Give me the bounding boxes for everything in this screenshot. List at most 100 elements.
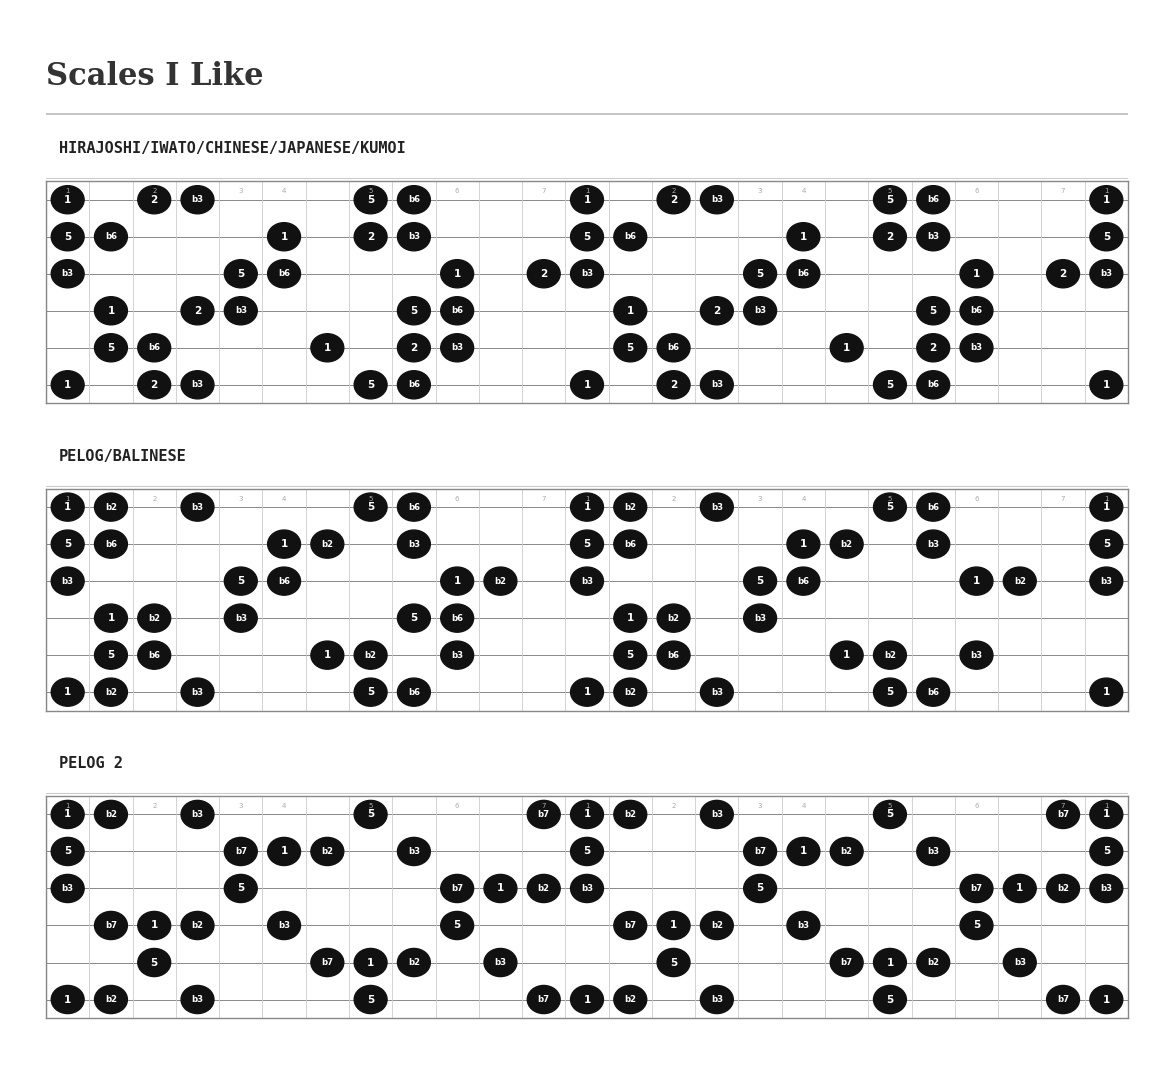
Text: 2: 2 (152, 189, 157, 194)
Text: b3: b3 (711, 502, 723, 512)
Circle shape (94, 494, 128, 521)
Text: 5: 5 (237, 269, 244, 278)
Circle shape (485, 567, 517, 595)
Text: b2: b2 (321, 539, 334, 549)
Text: 5: 5 (930, 306, 937, 316)
Bar (90, 796, 132, 1018)
Text: b3: b3 (970, 343, 983, 352)
Text: 2: 2 (930, 343, 937, 353)
Text: b3: b3 (928, 232, 939, 241)
Text: 5: 5 (107, 650, 115, 660)
Bar (955, 488, 998, 711)
Text: b3: b3 (581, 884, 593, 893)
Text: 5: 5 (756, 884, 764, 893)
Text: 6: 6 (455, 496, 459, 501)
Text: 1: 1 (107, 306, 115, 316)
Circle shape (874, 641, 906, 669)
Circle shape (701, 296, 733, 325)
Circle shape (94, 801, 128, 828)
Text: 1: 1 (1103, 379, 1110, 390)
Circle shape (613, 223, 647, 251)
Circle shape (1090, 801, 1122, 828)
Circle shape (917, 494, 950, 521)
Circle shape (830, 838, 863, 866)
Text: 2: 2 (1059, 269, 1067, 278)
Circle shape (1004, 949, 1036, 976)
Bar (1042, 488, 1084, 711)
Circle shape (397, 334, 430, 361)
Circle shape (485, 949, 517, 976)
Bar (651, 488, 695, 711)
Bar (132, 796, 176, 1018)
Circle shape (657, 949, 689, 976)
Circle shape (485, 874, 517, 903)
Text: b3: b3 (1014, 958, 1026, 967)
Circle shape (268, 567, 300, 595)
Text: 5: 5 (367, 809, 374, 820)
Text: 3: 3 (757, 496, 762, 501)
Circle shape (1004, 567, 1036, 595)
Text: b7: b7 (840, 958, 853, 967)
Circle shape (181, 985, 214, 1014)
Circle shape (224, 838, 257, 866)
Text: b7: b7 (1057, 810, 1069, 819)
Text: 3: 3 (238, 496, 243, 501)
Text: b3: b3 (711, 381, 723, 389)
Text: 1: 1 (64, 502, 71, 512)
Bar (46, 796, 90, 1018)
Bar (349, 796, 392, 1018)
Circle shape (311, 530, 344, 559)
Text: 1: 1 (973, 576, 981, 586)
Text: 1: 1 (1104, 496, 1108, 501)
Circle shape (355, 949, 387, 976)
Text: b2: b2 (407, 958, 420, 967)
Bar (609, 796, 651, 1018)
Circle shape (874, 371, 906, 399)
Text: 5: 5 (756, 269, 764, 278)
Text: 1: 1 (584, 502, 590, 512)
Circle shape (527, 260, 561, 288)
Text: 1: 1 (585, 803, 589, 809)
Text: 5: 5 (886, 809, 893, 820)
Text: 5: 5 (368, 803, 373, 809)
Text: 5: 5 (584, 846, 590, 856)
Circle shape (571, 371, 603, 399)
Text: 1: 1 (1104, 803, 1108, 809)
Text: b2: b2 (624, 995, 637, 1004)
Text: b6: b6 (105, 539, 117, 549)
Circle shape (787, 223, 820, 251)
Text: 1: 1 (281, 846, 288, 856)
Text: b6: b6 (148, 650, 160, 660)
Text: 2: 2 (151, 195, 158, 205)
Circle shape (1090, 494, 1122, 521)
Text: b6: b6 (668, 650, 679, 660)
Bar (262, 181, 306, 403)
Text: 1: 1 (1104, 189, 1108, 194)
Circle shape (613, 911, 647, 939)
Text: b6: b6 (928, 195, 939, 205)
Bar (825, 181, 868, 403)
Text: b6: b6 (624, 232, 637, 241)
Text: 1: 1 (66, 496, 70, 501)
Bar (523, 488, 565, 711)
Text: PELOG/BALINESE: PELOG/BALINESE (59, 449, 186, 464)
Circle shape (441, 911, 473, 939)
Circle shape (138, 185, 170, 214)
Circle shape (830, 949, 863, 976)
Text: 5: 5 (886, 379, 893, 390)
Circle shape (181, 371, 214, 399)
Circle shape (181, 296, 214, 325)
Text: b3: b3 (407, 847, 420, 856)
Text: b3: b3 (1100, 577, 1112, 585)
Circle shape (181, 494, 214, 521)
Circle shape (874, 949, 906, 976)
Circle shape (960, 641, 993, 669)
Circle shape (960, 911, 993, 939)
Bar (782, 181, 825, 403)
Text: 1: 1 (66, 189, 70, 194)
Circle shape (657, 371, 689, 399)
Circle shape (52, 838, 84, 866)
Text: b2: b2 (321, 847, 334, 856)
Circle shape (224, 260, 257, 288)
Circle shape (917, 371, 950, 399)
